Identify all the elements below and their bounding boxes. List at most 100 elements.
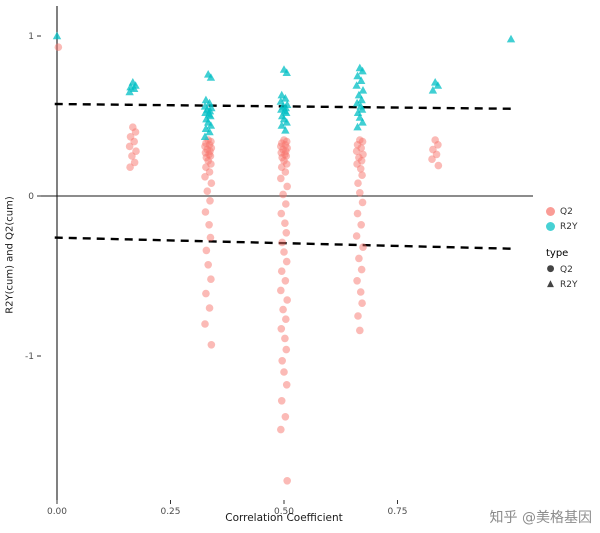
y-axis-label: R2Y(cum) and Q2(cum) bbox=[4, 196, 16, 314]
data-point-q2 bbox=[201, 208, 210, 216]
data-point-q2 bbox=[128, 152, 136, 160]
data-point-q2 bbox=[280, 368, 288, 376]
data-point-r2y bbox=[281, 126, 290, 134]
data-point-q2 bbox=[356, 326, 364, 335]
legend-color-swatch bbox=[546, 222, 555, 231]
circle-icon: ● bbox=[546, 264, 555, 274]
legend-item-color-r2y: R2Y bbox=[546, 219, 577, 234]
data-point-q2 bbox=[206, 233, 215, 242]
data-point-q2 bbox=[358, 198, 367, 207]
data-point-q2 bbox=[207, 341, 216, 349]
data-point-q2 bbox=[205, 221, 213, 229]
data-point-q2 bbox=[282, 381, 291, 389]
legend-label: Q2 bbox=[560, 264, 573, 275]
data-point-q2 bbox=[432, 150, 441, 159]
data-point-q2 bbox=[279, 305, 287, 314]
watermark: 知乎 @美格基因 bbox=[489, 510, 592, 526]
data-point-r2y bbox=[358, 118, 367, 126]
data-point-q2 bbox=[281, 168, 290, 176]
data-point-r2y bbox=[356, 76, 366, 84]
data-point-q2 bbox=[358, 299, 366, 308]
data-point-q2 bbox=[277, 267, 286, 276]
data-point-q2 bbox=[354, 179, 362, 187]
x-tick-label: 0.25 bbox=[160, 507, 180, 517]
data-point-r2y bbox=[129, 84, 139, 92]
data-point-q2 bbox=[277, 209, 286, 218]
legend-label: R2Y bbox=[560, 279, 578, 290]
data-point-q2 bbox=[201, 320, 209, 328]
data-point-q2 bbox=[353, 209, 362, 218]
data-point-r2y bbox=[428, 86, 438, 94]
data-point-q2 bbox=[280, 248, 288, 256]
data-point-r2y bbox=[205, 127, 214, 136]
data-point-q2 bbox=[279, 190, 287, 199]
data-point-q2 bbox=[356, 288, 365, 296]
data-point-r2y bbox=[352, 81, 361, 89]
data-point-q2 bbox=[130, 158, 139, 167]
data-point-r2y bbox=[52, 31, 62, 40]
data-point-q2 bbox=[282, 345, 291, 354]
data-point-q2 bbox=[278, 357, 286, 365]
data-point-q2 bbox=[202, 289, 210, 298]
data-point-q2 bbox=[281, 334, 289, 343]
data-point-r2y bbox=[355, 113, 365, 121]
data-point-q2 bbox=[283, 477, 291, 485]
data-point-q2 bbox=[54, 43, 63, 51]
data-point-r2y bbox=[282, 108, 291, 116]
data-point-q2 bbox=[207, 179, 216, 187]
legend-item-color-q2: Q2 bbox=[546, 204, 577, 219]
data-point-r2y bbox=[281, 94, 290, 102]
data-point-r2y bbox=[277, 121, 286, 129]
data-point-q2 bbox=[277, 174, 285, 183]
data-point-r2y bbox=[282, 118, 291, 126]
data-point-q2 bbox=[277, 325, 286, 333]
data-point-q2 bbox=[277, 425, 285, 434]
data-point-q2 bbox=[131, 128, 140, 136]
legend-label: Q2 bbox=[560, 206, 573, 217]
data-point-q2 bbox=[202, 246, 211, 255]
x-tick-label: 0.75 bbox=[387, 507, 407, 517]
triangle-icon: ▲ bbox=[547, 279, 554, 289]
x-tick-label: 0.00 bbox=[47, 507, 67, 517]
data-point-q2 bbox=[282, 257, 291, 266]
x-tick-label: 0.50 bbox=[274, 507, 294, 517]
legend: Q2 R2Y type ● Q2 ▲ R2Y bbox=[546, 204, 577, 292]
data-point-r2y bbox=[357, 105, 367, 113]
data-point-r2y bbox=[282, 68, 291, 76]
data-point-r2y bbox=[358, 86, 368, 94]
data-point-q2 bbox=[282, 229, 291, 237]
data-point-q2 bbox=[434, 141, 442, 149]
data-point-r2y bbox=[201, 95, 211, 104]
data-point-q2 bbox=[355, 254, 363, 263]
data-point-r2y bbox=[206, 121, 216, 129]
legend-item-shape-r2y: ▲ R2Y bbox=[546, 277, 577, 292]
legend-title: type bbox=[546, 248, 569, 259]
data-point-q2 bbox=[357, 221, 365, 229]
data-point-q2 bbox=[207, 275, 215, 284]
data-point-r2y bbox=[358, 66, 367, 75]
data-point-q2 bbox=[126, 163, 134, 171]
legend-item-shape-q2: ● Q2 bbox=[546, 262, 577, 277]
data-point-q2 bbox=[277, 397, 286, 405]
data-point-q2 bbox=[204, 261, 212, 269]
data-point-q2 bbox=[130, 137, 138, 146]
data-point-q2 bbox=[281, 413, 290, 421]
data-point-q2 bbox=[358, 171, 366, 179]
data-point-q2 bbox=[125, 142, 134, 151]
y-tick-label: 0 bbox=[28, 192, 34, 202]
y-tick-label: 1 bbox=[28, 32, 34, 42]
data-point-q2 bbox=[359, 243, 367, 251]
data-point-q2 bbox=[277, 286, 285, 295]
data-point-q2 bbox=[281, 219, 289, 227]
data-point-q2 bbox=[353, 277, 361, 285]
data-point-q2 bbox=[201, 173, 209, 181]
data-point-q2 bbox=[352, 147, 361, 155]
data-point-q2 bbox=[428, 155, 436, 163]
data-point-q2 bbox=[434, 161, 443, 170]
data-point-q2 bbox=[283, 182, 291, 191]
legend-label: R2Y bbox=[560, 221, 578, 232]
data-point-r2y bbox=[200, 132, 210, 140]
data-point-q2 bbox=[281, 277, 290, 285]
